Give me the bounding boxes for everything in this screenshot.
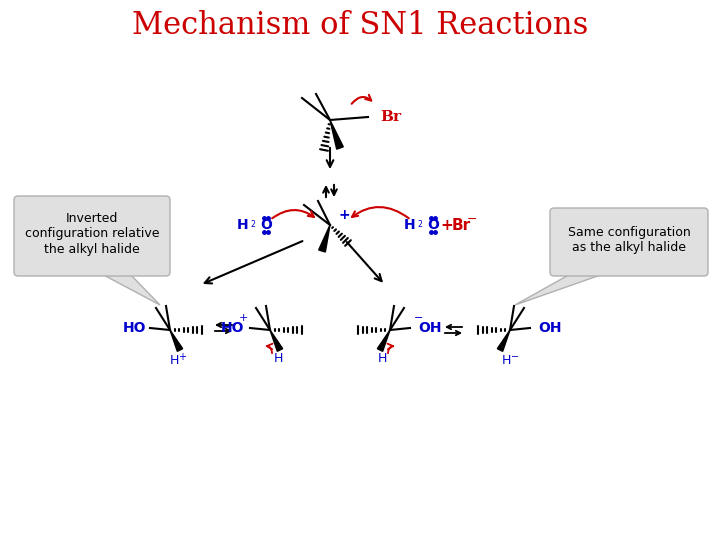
- Polygon shape: [319, 225, 330, 252]
- Text: Br: Br: [380, 110, 401, 124]
- Polygon shape: [170, 330, 183, 352]
- Text: Inverted
configuration relative
the alkyl halide: Inverted configuration relative the alky…: [24, 213, 159, 255]
- FancyArrowPatch shape: [272, 210, 314, 218]
- Text: HO: HO: [122, 321, 145, 335]
- Text: OH: OH: [418, 321, 442, 335]
- Polygon shape: [270, 330, 283, 352]
- Text: O: O: [427, 218, 439, 232]
- FancyArrowPatch shape: [387, 343, 393, 353]
- Text: H: H: [236, 218, 248, 232]
- Polygon shape: [377, 330, 390, 352]
- Text: $_2$: $_2$: [417, 219, 423, 231]
- Polygon shape: [98, 272, 160, 305]
- Text: OH: OH: [539, 321, 562, 335]
- Text: −: −: [414, 313, 423, 323]
- Polygon shape: [330, 120, 343, 149]
- Text: H: H: [169, 354, 179, 367]
- Text: HO: HO: [220, 321, 244, 335]
- Text: −: −: [467, 213, 477, 226]
- Text: Same configuration
as the alkyl halide: Same configuration as the alkyl halide: [567, 226, 690, 254]
- FancyBboxPatch shape: [14, 196, 170, 276]
- Text: Mechanism of SN1 Reactions: Mechanism of SN1 Reactions: [132, 10, 588, 40]
- FancyArrowPatch shape: [351, 95, 372, 104]
- Text: +: +: [338, 208, 350, 222]
- Text: $_2$: $_2$: [250, 219, 256, 231]
- Text: H: H: [377, 352, 387, 365]
- Polygon shape: [515, 272, 609, 305]
- Text: +: +: [238, 313, 248, 323]
- Text: H: H: [501, 354, 510, 367]
- Polygon shape: [498, 330, 510, 352]
- FancyArrowPatch shape: [352, 207, 409, 218]
- FancyBboxPatch shape: [550, 208, 708, 276]
- Text: H: H: [403, 218, 415, 232]
- Text: −: −: [511, 352, 519, 362]
- Text: Br: Br: [451, 218, 471, 233]
- Text: H: H: [274, 352, 283, 365]
- FancyArrowPatch shape: [267, 343, 273, 353]
- Text: O: O: [260, 218, 272, 232]
- Text: +: +: [441, 218, 454, 233]
- Text: +: +: [178, 352, 186, 362]
